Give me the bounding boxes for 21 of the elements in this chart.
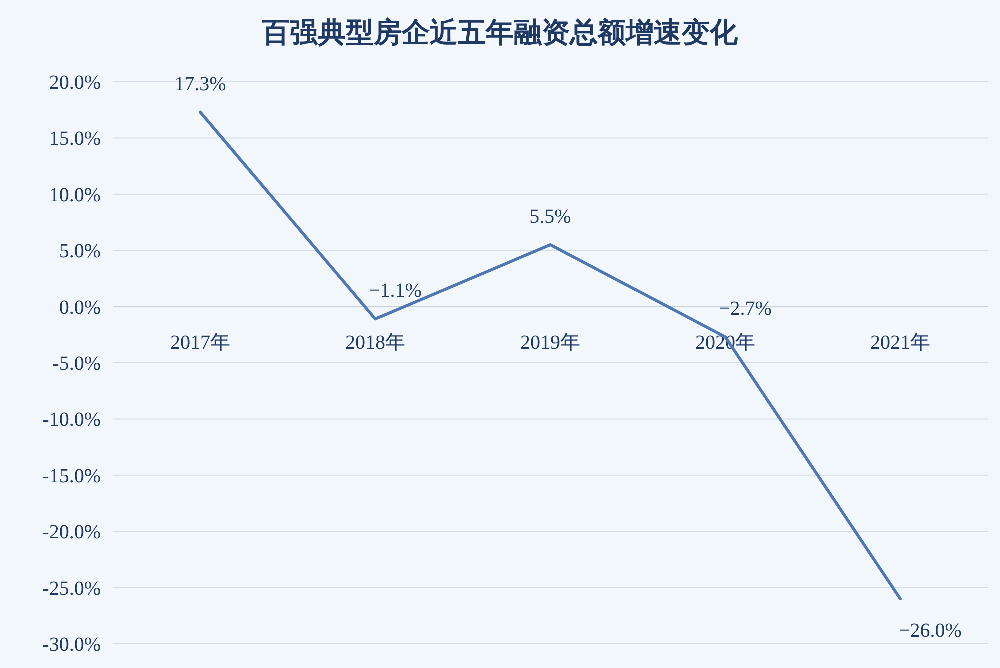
y-tick-label: -30.0% <box>42 634 101 656</box>
y-tick-label: 5.0% <box>59 240 101 263</box>
data-label: −26.0% <box>899 620 962 642</box>
data-label: 5.5% <box>530 206 572 228</box>
data-label: −2.7% <box>719 298 772 320</box>
x-tick-label: 2017年 <box>170 332 230 354</box>
x-tick-label: 2018年 <box>346 332 406 354</box>
y-tick-label: -10.0% <box>42 409 101 432</box>
y-tick-label: -20.0% <box>42 522 101 544</box>
y-tick-label: 10.0% <box>49 184 101 206</box>
y-tick-label: 15.0% <box>49 128 101 150</box>
y-tick-label: 0.0% <box>59 296 101 319</box>
x-tick-label: 2021年 <box>870 332 930 354</box>
y-tick-label: -5.0% <box>52 353 101 375</box>
y-tick-label: 20.0% <box>49 72 101 94</box>
chart-title: 百强典型房企近五年融资总额增速变化 <box>261 17 739 49</box>
y-tick-label: -15.0% <box>42 465 101 488</box>
x-tick-label: 2019年 <box>520 332 580 354</box>
y-tick-label: -25.0% <box>42 578 101 600</box>
data-label: −1.1% <box>369 280 422 302</box>
data-label: 17.3% <box>174 73 226 96</box>
